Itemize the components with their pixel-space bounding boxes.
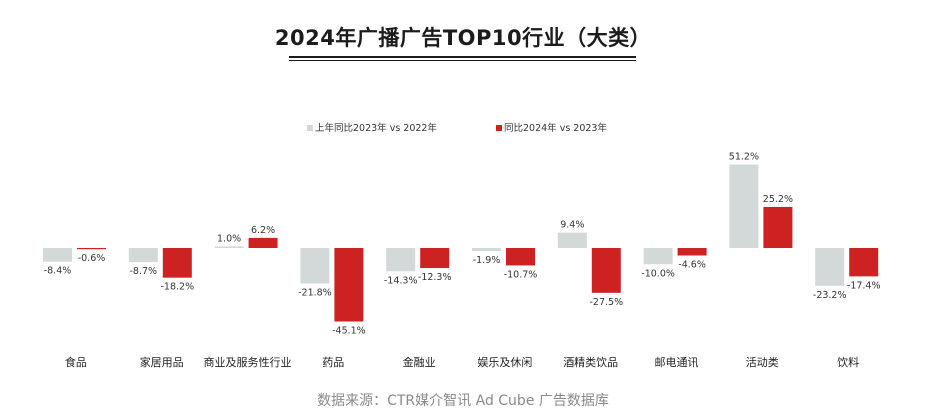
category-label: 娱乐及休闲 — [477, 355, 532, 369]
bar-2024 — [334, 248, 364, 322]
data-label-2023: -10.0% — [641, 268, 675, 279]
category-label: 酒精类饮品 — [563, 355, 618, 369]
bar-2024 — [420, 248, 450, 269]
data-label-2023: -1.9% — [473, 255, 501, 266]
data-label-2023: 51.2% — [729, 152, 759, 163]
category-label: 饮料 — [837, 355, 859, 369]
bar-2023 — [214, 246, 244, 248]
category-label: 食品 — [65, 355, 87, 369]
category-label: 邮电通讯 — [655, 356, 699, 369]
legend-swatch-2024 — [496, 125, 502, 131]
data-label-2023: -8.4% — [44, 266, 72, 277]
data-label-2023: -21.8% — [298, 288, 332, 299]
legend: 上年同比2023年 vs 2022年 同比2024年 vs 2023年 — [307, 122, 607, 134]
data-label-2024: -10.7% — [504, 269, 538, 280]
source-note: 数据来源：CTR媒介智讯 Ad Cube 广告数据库 — [317, 393, 609, 409]
bar-2024 — [849, 248, 879, 277]
bar-2023 — [643, 248, 673, 265]
category-label: 商业及服务性行业 — [204, 355, 292, 369]
bar-2024 — [506, 248, 535, 266]
data-label-2024: -12.3% — [418, 272, 452, 283]
data-label-2024: -27.5% — [589, 297, 623, 308]
bar-2023 — [386, 248, 416, 272]
bar-2023 — [128, 248, 158, 263]
legend-swatch-2023 — [307, 125, 313, 131]
data-label-2024: 25.2% — [763, 194, 793, 205]
data-label-2023: 9.4% — [560, 220, 584, 231]
bar-2024 — [763, 206, 793, 248]
bar-2024 — [248, 237, 278, 248]
bar-2024 — [162, 248, 192, 278]
category-label: 家居用品 — [140, 355, 184, 369]
data-label-2024: 6.2% — [251, 225, 275, 236]
chart-title: 2024年广播广告TOP10行业（大类） — [274, 26, 652, 50]
bar-2024 — [77, 248, 106, 250]
data-label-2023: -8.7% — [130, 266, 158, 277]
bar-2023 — [729, 164, 759, 248]
bar-2023 — [815, 248, 845, 286]
bar-2023 — [43, 248, 72, 262]
category-axis: 食品 家居用品 商业及服务性行业 药品 金融业 娱乐及休闲 酒精类饮品 邮电通讯 活动类 饮料 — [65, 355, 859, 369]
title-underline-thin — [289, 60, 636, 61]
bar-2023 — [557, 232, 587, 248]
title-underline — [289, 56, 636, 58]
data-label-2023: -23.2% — [813, 290, 847, 301]
data-label-2023: -14.3% — [384, 275, 418, 286]
data-label-2024: -4.6% — [678, 259, 706, 270]
data-labels-group: -8.4% -0.6% -8.7%-18.2% 1.0% 6.2% -21.8% -45.1… — [44, 152, 881, 337]
data-label-2023: 1.0% — [217, 233, 241, 244]
legend-label-2023: 上年同比2023年 vs 2022年 — [315, 122, 437, 134]
bar-2023 — [300, 248, 330, 284]
bar-2023 — [472, 248, 501, 252]
bars-group — [43, 164, 879, 322]
bar-2024 — [591, 248, 621, 293]
category-label: 金融业 — [403, 355, 436, 369]
category-label: 药品 — [322, 356, 344, 369]
category-label: 活动类 — [746, 355, 779, 369]
data-label-2024: -17.4% — [847, 280, 881, 291]
data-label-2024: -0.6% — [78, 253, 106, 264]
legend-label-2024: 同比2024年 vs 2023年 — [504, 122, 607, 134]
data-label-2024: -45.1% — [332, 326, 366, 337]
data-label-2024: -18.2% — [160, 282, 194, 293]
bar-2024 — [677, 248, 707, 256]
